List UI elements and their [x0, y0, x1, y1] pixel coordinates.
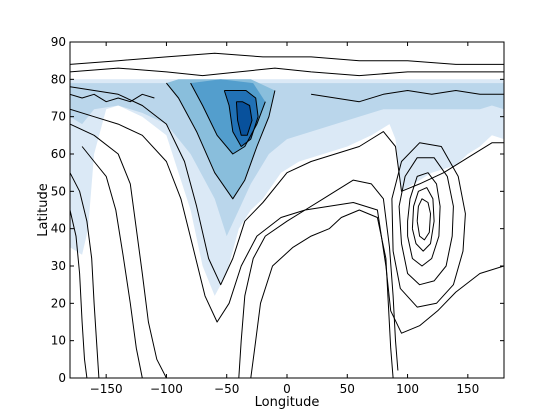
- y-tick-label: 90: [51, 35, 66, 49]
- x-tick-label: 100: [396, 382, 419, 396]
- y-tick-label: 0: [58, 371, 66, 385]
- contour-line-15: [391, 142, 466, 308]
- contour-line-2: [70, 67, 504, 77]
- x-axis: −150 −100 −50 0 50 100 150: [90, 42, 479, 396]
- y-tick-label: 20: [51, 296, 66, 310]
- filled-region-2: [70, 83, 504, 237]
- contour-lines: [70, 52, 504, 378]
- contour-line-13: [416, 198, 431, 241]
- y-tick-label: 70: [51, 110, 66, 124]
- contour-line-19: [235, 101, 253, 136]
- x-tick-label: 50: [340, 382, 355, 396]
- contour-line-3: [70, 86, 504, 286]
- y-axis: 0 10 20 30 40 50 60 70 80 90: [51, 35, 504, 385]
- contour-line-6: [81, 146, 143, 378]
- x-tick-label: 150: [456, 382, 479, 396]
- contour-line-18: [223, 90, 259, 147]
- contour-line-17: [190, 82, 266, 155]
- y-tick-label: 50: [51, 184, 66, 198]
- y-axis-label: Latitude: [36, 183, 51, 237]
- x-tick-label: −100: [150, 382, 183, 396]
- y-tick-label: 30: [51, 259, 66, 273]
- y-tick-label: 10: [51, 334, 66, 348]
- contour-line-4: [70, 108, 504, 334]
- contour-line-10: [250, 209, 394, 378]
- contour-line-8: [70, 209, 88, 378]
- contour-line-7: [70, 172, 100, 378]
- contour-line-12: [411, 187, 435, 252]
- contour-line-16: [166, 82, 276, 200]
- x-axis-label: Longitude: [255, 395, 320, 410]
- contour-line-21: [311, 90, 504, 103]
- y-tick-label: 40: [51, 222, 66, 236]
- contour-line-20: [70, 93, 155, 103]
- x-tick-label: −150: [90, 382, 123, 396]
- contour-line-5: [70, 123, 167, 378]
- filled-region-6: [236, 101, 252, 136]
- y-tick-label: 60: [51, 147, 66, 161]
- contour-line-14: [398, 157, 454, 286]
- contour-line-9: [238, 179, 399, 378]
- contour-line-1: [70, 52, 504, 65]
- x-tick-label: −50: [214, 382, 239, 396]
- y-tick-label: 80: [51, 72, 66, 86]
- x-tick-label: 0: [283, 382, 291, 396]
- contour-line-11: [407, 172, 441, 267]
